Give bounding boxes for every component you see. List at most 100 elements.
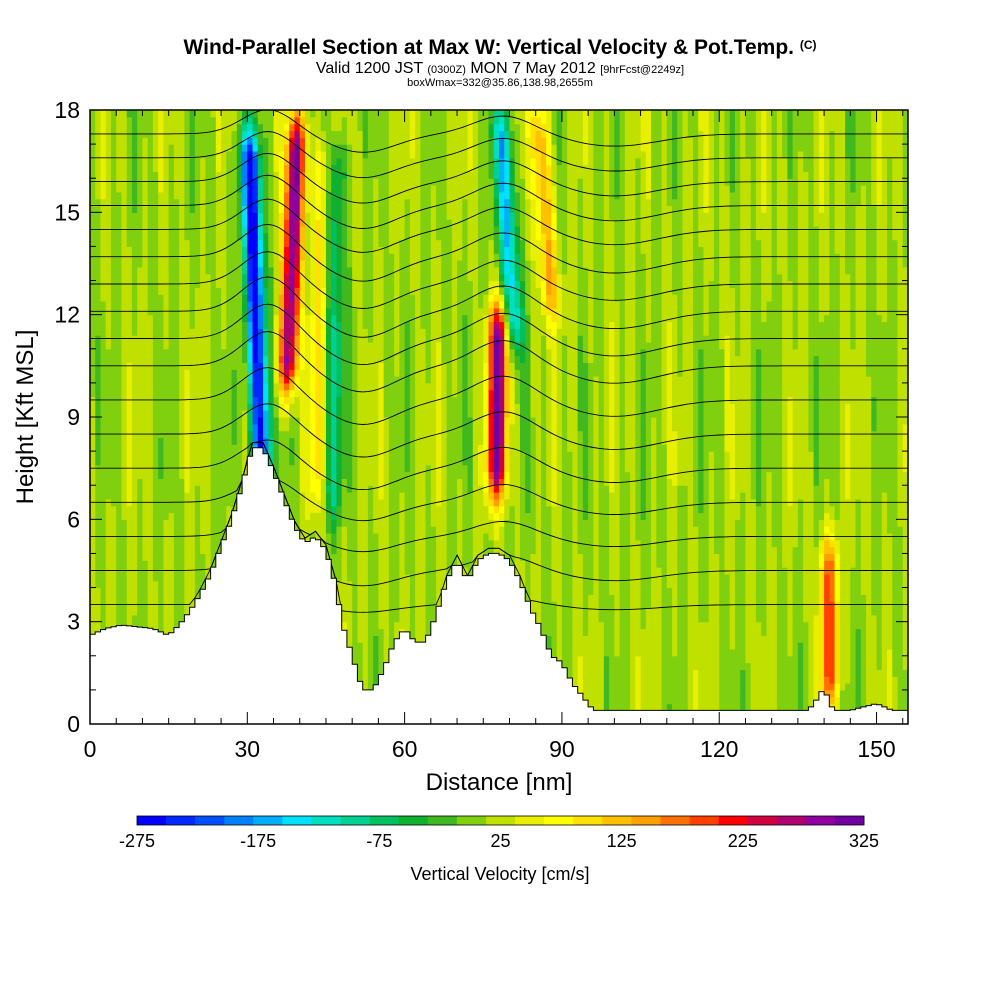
velocity-cell: [184, 266, 191, 275]
velocity-cell: [200, 573, 206, 582]
velocity-cell: [247, 164, 254, 172]
velocity-cell: [90, 608, 96, 616]
velocity-cell: [236, 260, 243, 268]
velocity-cell: [336, 335, 343, 343]
velocity-cell: [231, 301, 238, 309]
velocity-cell: [304, 328, 311, 336]
velocity-cell: [247, 287, 254, 295]
velocity-cell: [341, 403, 348, 411]
velocity-cell: [310, 185, 317, 193]
velocity-cell: [95, 110, 102, 118]
velocity-cell: [142, 478, 149, 486]
velocity-cell: [278, 144, 285, 152]
velocity-cell: [231, 341, 238, 350]
velocity-cell: [273, 376, 280, 384]
velocity-cell: [310, 532, 317, 541]
velocity-cell: [315, 417, 322, 425]
velocity-cell: [367, 219, 374, 227]
velocity-cell: [110, 314, 117, 323]
velocity-cell: [200, 560, 206, 568]
velocity-cell: [252, 410, 259, 418]
velocity-cell: [137, 382, 144, 391]
velocity-cell: [147, 287, 154, 295]
velocity-cell: [147, 437, 154, 445]
velocity-cell: [294, 348, 301, 357]
velocity-cell: [142, 492, 149, 500]
velocity-cell: [263, 280, 269, 288]
velocity-cell: [200, 150, 206, 159]
velocity-cell: [310, 212, 317, 220]
velocity-cell: [362, 485, 369, 493]
velocity-cell: [357, 348, 364, 357]
velocity-cell: [179, 410, 185, 418]
velocity-cell: [158, 580, 165, 589]
velocity-cell: [299, 171, 306, 179]
velocity-cell: [299, 144, 306, 152]
velocity-cell: [147, 621, 154, 630]
velocity-cell: [121, 246, 128, 254]
velocity-cell: [221, 471, 227, 479]
velocity-cell: [116, 144, 123, 152]
velocity-cell: [263, 321, 269, 329]
velocity-cell: [215, 301, 222, 309]
velocity-cell: [273, 423, 280, 432]
velocity-cell: [263, 260, 269, 268]
velocity-cell: [257, 403, 264, 411]
velocity-cell: [152, 355, 159, 364]
velocity-cell: [278, 328, 285, 336]
velocity-cell: [299, 225, 306, 234]
velocity-cell: [310, 341, 317, 350]
chart-title-text: Wind-Parallel Section at Max W: Vertical…: [183, 36, 794, 59]
velocity-cell: [173, 273, 180, 282]
velocity-cell: [346, 164, 353, 172]
velocity-cell: [131, 246, 138, 254]
velocity-cell: [242, 294, 248, 302]
velocity-cell: [231, 260, 238, 268]
velocity-cell: [147, 608, 154, 616]
velocity-cell: [142, 417, 149, 425]
velocity-cell: [325, 123, 332, 132]
velocity-cell: [268, 321, 275, 329]
velocity-cell: [152, 198, 159, 207]
velocity-cell: [215, 444, 222, 452]
velocity-cell: [325, 457, 332, 466]
velocity-cell: [273, 417, 280, 425]
velocity-cell: [147, 594, 154, 602]
velocity-cell: [341, 157, 348, 166]
velocity-cell: [289, 430, 296, 439]
velocity-cell: [247, 198, 254, 207]
velocity-cell: [252, 321, 259, 329]
velocity-cell: [336, 553, 343, 561]
velocity-cell: [215, 464, 222, 473]
velocity-cell: [126, 164, 133, 172]
velocity-cell: [168, 444, 175, 452]
velocity-cell: [320, 389, 327, 398]
velocity-cell: [273, 307, 280, 316]
velocity-cell: [131, 423, 138, 432]
velocity-cell: [116, 164, 123, 172]
velocity-cell: [100, 423, 107, 432]
velocity-cell: [362, 253, 369, 261]
velocity-cell: [284, 451, 290, 459]
velocity-cell: [257, 389, 264, 398]
velocity-cell: [352, 294, 359, 302]
velocity-cell: [268, 212, 275, 220]
velocity-cell: [121, 205, 128, 213]
velocity-cell: [200, 144, 206, 152]
velocity-cell: [205, 150, 212, 159]
velocity-cell: [352, 621, 359, 630]
velocity-cell: [205, 362, 212, 370]
velocity-cell: [346, 403, 353, 411]
velocity-cell: [367, 580, 374, 589]
velocity-cell: [352, 655, 359, 664]
velocity-cell: [163, 171, 170, 179]
velocity-cell: [257, 396, 264, 404]
velocity-cell: [168, 212, 175, 220]
velocity-cell: [252, 389, 259, 398]
velocity-cell: [189, 239, 196, 248]
velocity-cell: [325, 382, 332, 391]
velocity-cell: [168, 546, 175, 555]
velocity-cell: [242, 451, 248, 459]
velocity-cell: [336, 410, 343, 418]
velocity-cell: [158, 451, 165, 459]
